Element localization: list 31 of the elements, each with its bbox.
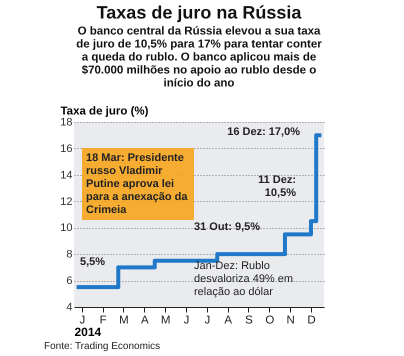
- y-tick-label: 14: [60, 169, 72, 182]
- x-tick-label: A: [140, 314, 149, 326]
- x-tick-label: M: [160, 314, 170, 326]
- annotation: 16 Dez: 17,0%: [227, 126, 300, 138]
- y-tick-label: 8: [66, 248, 72, 261]
- x-tick-label: D: [307, 314, 316, 326]
- source-note: Fonte: Trading Economics: [44, 341, 160, 352]
- chart-title: Taxas de juro na Rússia: [96, 2, 302, 22]
- x-tick-label: J: [184, 314, 190, 326]
- y-axis-title: Taxa de juro (%): [60, 106, 149, 118]
- y-tick-label: 16: [60, 142, 72, 155]
- annotation: 31 Out: 9,5%: [194, 221, 260, 233]
- x-tick-label: A: [224, 314, 232, 326]
- x-tick-label: F: [100, 314, 107, 326]
- x-tick-label: J: [79, 314, 86, 326]
- annotation: 18 Mar: Presidente russo Vladimir Putine aprova lei para a anexação da Crimeia: [86, 152, 188, 216]
- annotation: 5,5%: [80, 256, 106, 268]
- x-tick-label: N: [286, 314, 295, 326]
- x-tick-label: J: [204, 314, 210, 326]
- annotation: 11 Dez: 10,5%: [258, 174, 296, 199]
- y-tick-label: 4: [66, 302, 72, 314]
- x-axis-title: 2014: [74, 325, 102, 339]
- y-tick-label: 6: [66, 275, 72, 288]
- y-tick-label: 12: [60, 196, 72, 208]
- y-tick-label: 18: [60, 116, 72, 128]
- x-tick-label: S: [245, 314, 254, 326]
- chart-subtitle: O banco central da Rússia elevou a sua taxa de juro de 10,5% para 17% para tentar conter a queda do rublo. O banco aplicou mais de $70.000 milhões no apoio ao rublo desde o início do ano: [76, 26, 322, 90]
- x-tick-label: O: [265, 314, 274, 326]
- y-tick-label: 10: [60, 222, 72, 234]
- x-tick-label: M: [119, 314, 129, 326]
- annotation: Jan-Dez: Rublo desvaloriza 49% em relação ao dólar: [194, 260, 294, 298]
